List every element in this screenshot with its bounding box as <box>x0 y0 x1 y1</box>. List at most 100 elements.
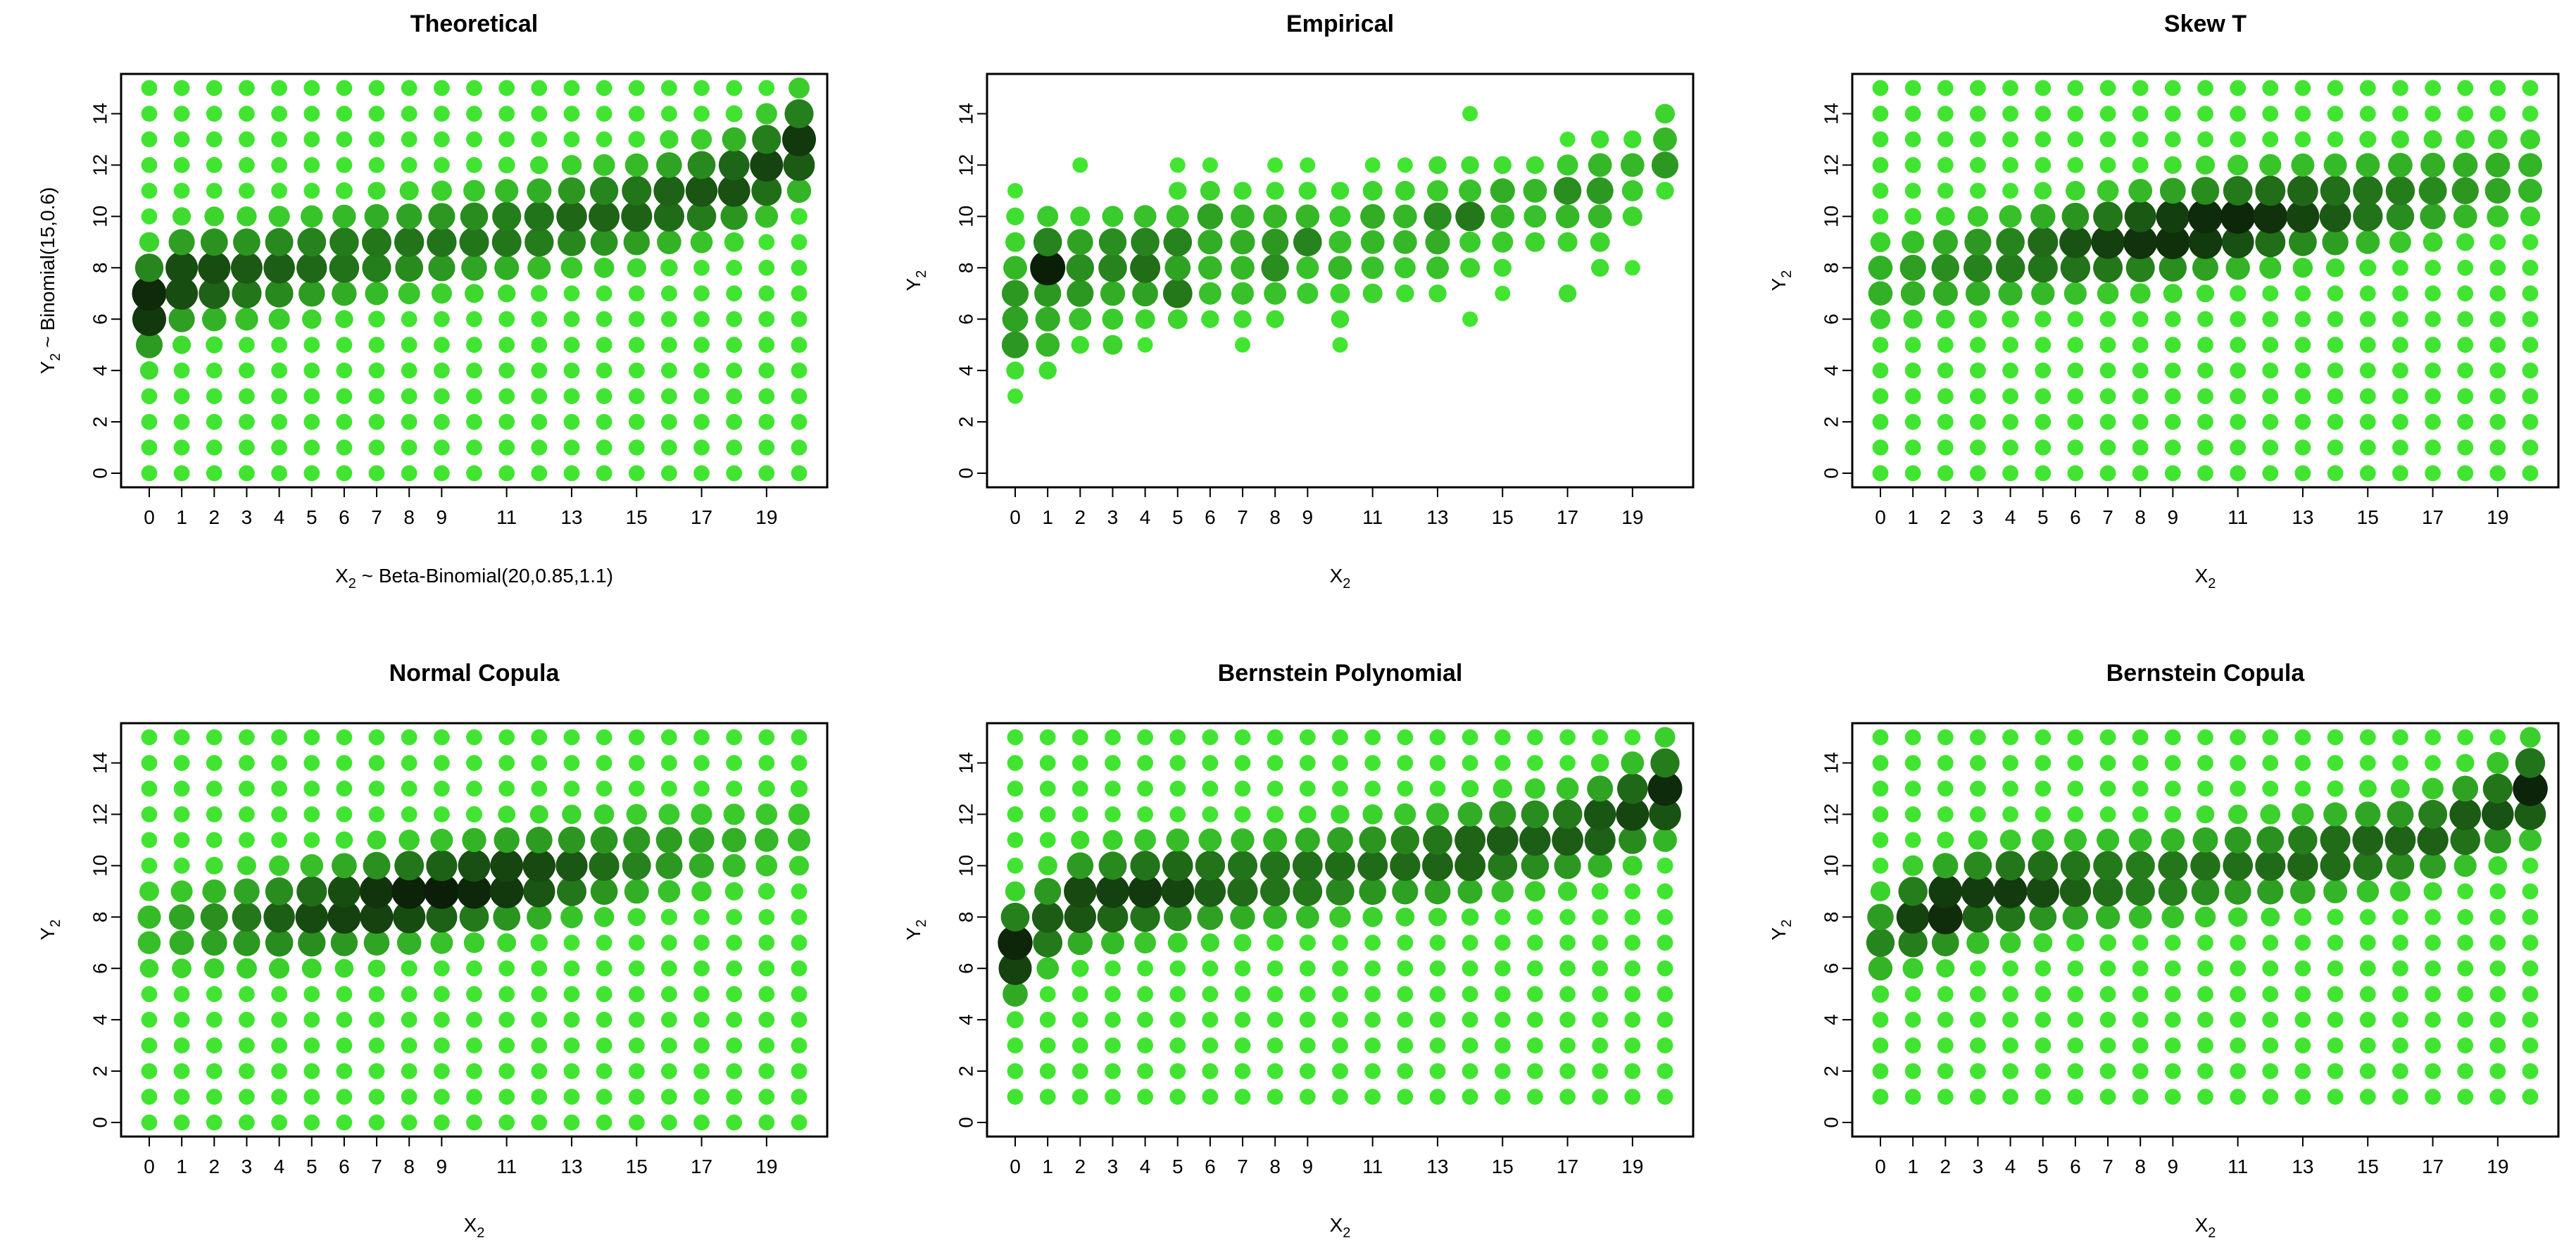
data-point <box>2132 337 2149 354</box>
data-point <box>1072 1063 1088 1080</box>
data-point <box>655 852 683 880</box>
data-point <box>1426 256 1449 280</box>
data-point <box>1904 1063 1921 1080</box>
data-point <box>1526 156 1545 175</box>
data-point <box>399 181 419 201</box>
data-point <box>2482 773 2513 803</box>
data-point <box>2487 130 2508 149</box>
data-point <box>693 259 710 276</box>
data-point <box>1394 803 1416 825</box>
data-point <box>558 826 586 854</box>
data-point <box>2230 388 2247 404</box>
data-point <box>462 827 486 853</box>
data-point <box>1067 229 1093 256</box>
data-point <box>2164 934 2181 951</box>
data-point <box>596 106 612 122</box>
data-point <box>563 1114 580 1131</box>
y-axis-label: Y2 ~ Binomial(15,0.6) <box>37 187 63 375</box>
data-point <box>401 780 417 797</box>
data-point <box>2097 282 2119 305</box>
data-point <box>726 934 743 951</box>
data-point <box>2262 960 2279 977</box>
data-point <box>498 1063 515 1080</box>
data-point <box>693 986 710 1003</box>
data-point <box>2425 1063 2442 1080</box>
data-point <box>752 125 781 154</box>
data-point <box>303 780 320 797</box>
data-point <box>758 908 775 925</box>
x-tick-label: 17 <box>691 1156 712 1177</box>
data-point <box>531 362 548 379</box>
data-point <box>1102 308 1124 330</box>
data-point <box>430 828 453 851</box>
data-point <box>1620 153 1645 177</box>
data-point <box>1364 986 1381 1003</box>
data-point <box>173 1037 190 1053</box>
data-point <box>431 180 452 201</box>
data-point <box>1996 227 2025 257</box>
data-point <box>1233 310 1252 328</box>
data-point <box>2156 225 2190 260</box>
data-point <box>2327 388 2344 404</box>
data-point <box>1098 851 1127 880</box>
data-point <box>2067 157 2084 173</box>
data-point <box>1896 900 1930 934</box>
data-point <box>2457 388 2474 404</box>
data-point <box>1619 826 1647 854</box>
x-tick-label: 15 <box>1492 506 1514 528</box>
data-point <box>426 850 458 882</box>
data-point <box>1260 876 1290 907</box>
data-point <box>758 413 775 430</box>
data-point <box>1298 805 1317 823</box>
data-point <box>1137 986 1153 1003</box>
data-point <box>563 413 580 430</box>
data-point <box>2035 960 2052 977</box>
data-point <box>2359 413 2376 430</box>
data-point <box>2062 904 2089 930</box>
data-point <box>596 934 612 951</box>
data-point <box>758 439 775 456</box>
data-point <box>2194 906 2216 928</box>
data-point <box>1295 204 1320 229</box>
data-point <box>466 362 482 379</box>
data-point <box>363 930 390 956</box>
data-point <box>1904 131 1921 148</box>
data-point <box>206 1063 222 1080</box>
data-point <box>2067 806 2084 822</box>
data-point <box>172 958 191 979</box>
data-point <box>2522 986 2539 1003</box>
data-point <box>1364 1063 1381 1080</box>
data-point <box>498 1011 515 1028</box>
data-point <box>1422 850 1453 882</box>
data-point <box>1870 232 1891 253</box>
y-tick-label: 6 <box>955 313 977 325</box>
data-point <box>1592 729 1609 746</box>
data-point <box>271 1037 287 1053</box>
data-point <box>173 1063 190 1080</box>
data-point <box>2294 1089 2311 1105</box>
data-point <box>237 856 256 875</box>
data-point <box>1007 729 1024 746</box>
data-point <box>1970 1011 1986 1028</box>
data-point <box>498 439 515 456</box>
data-point <box>628 285 645 302</box>
data-point <box>1494 960 1511 977</box>
data-point <box>2294 780 2311 797</box>
data-point <box>2059 875 2092 908</box>
data-point <box>2392 311 2408 327</box>
data-point <box>2164 80 2181 96</box>
data-point <box>1397 986 1414 1003</box>
data-point <box>2125 877 2155 906</box>
data-point <box>628 337 645 354</box>
x-tick-label: 7 <box>371 506 382 528</box>
data-point <box>206 832 222 849</box>
x-tick-label: 0 <box>1010 506 1021 528</box>
data-point <box>1166 828 1190 852</box>
data-point <box>2099 439 2116 456</box>
data-point <box>141 986 158 1003</box>
data-point <box>336 806 353 822</box>
data-point <box>303 413 320 430</box>
data-point <box>1527 1063 1543 1080</box>
data-point <box>693 439 710 456</box>
data-point <box>1397 1037 1414 1053</box>
